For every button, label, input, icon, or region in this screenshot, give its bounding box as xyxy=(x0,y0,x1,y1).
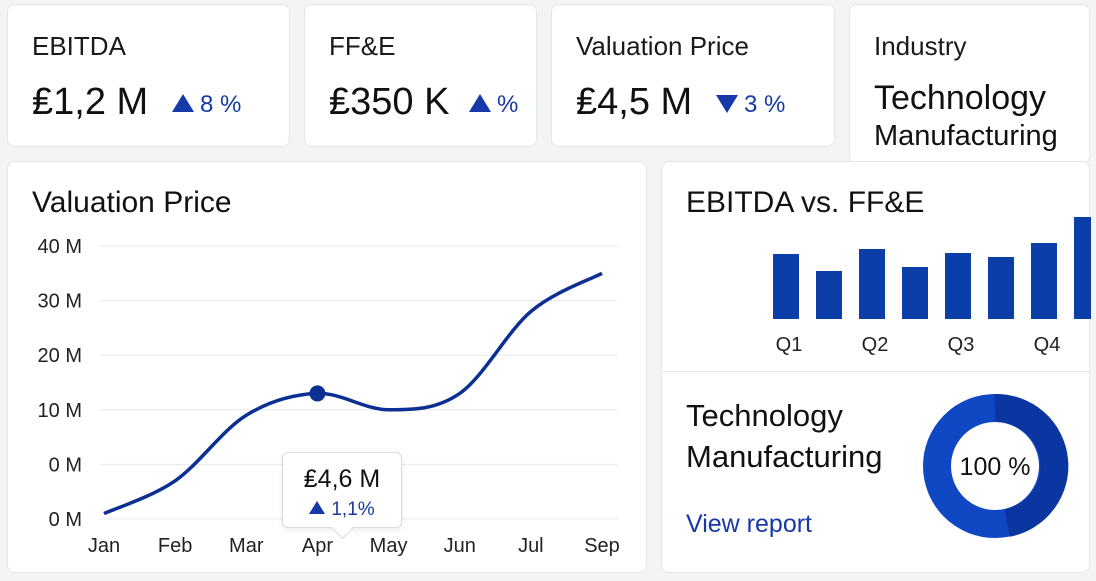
bar xyxy=(988,257,1014,319)
x-tick-label: Q3 xyxy=(948,334,975,356)
ebitda-ffe-bar-chart: Q1 Q2 Q3 Q4 xyxy=(773,217,1091,356)
x-tick-label: Q2 xyxy=(862,334,889,356)
valuation-line-chart: 0 M 0 M 10 M 20 M 30 M 40 M Jan Feb Mar Apr May Jun… xyxy=(38,236,620,557)
bar xyxy=(859,249,885,319)
donut-label: 100 % xyxy=(960,453,1031,481)
x-tick-label: Apr xyxy=(302,535,333,557)
kpi-delta: % xyxy=(469,91,518,119)
y-tick-label: 0 M xyxy=(49,454,82,476)
x-tick-label: Jun xyxy=(444,535,476,557)
arrow-up-icon xyxy=(309,501,326,515)
donut-shade xyxy=(994,393,1069,537)
kpi-card-ebitda: EBITDA ₤1,2 M 8 % xyxy=(7,4,290,147)
tooltip-delta: 1,1% xyxy=(283,499,401,521)
x-tick-label: Jan xyxy=(88,535,120,557)
tooltip-value: ₤4,6 M xyxy=(303,465,381,493)
bar xyxy=(1074,217,1091,319)
kpi-card-industry: Industry Technology Manufacturing xyxy=(849,4,1090,164)
industry-line-2: Manufacturing xyxy=(874,120,1058,152)
tooltip-delta-text: 1,1% xyxy=(331,499,375,520)
kpi-label: EBITDA xyxy=(32,31,126,61)
chart-tooltip: ₤4,6 M 1,1% xyxy=(282,452,402,528)
y-tick-label: 10 M xyxy=(38,400,82,422)
bar xyxy=(1031,243,1057,319)
divider xyxy=(662,371,1089,372)
kpi-card-valuation: Valuation Price ₤4,5 M 3 % xyxy=(551,4,835,147)
y-tick-label: 0 M xyxy=(49,509,82,531)
kpi-delta: 8 % xyxy=(172,91,241,119)
kpi-value: ₤350 K xyxy=(329,81,450,123)
kpi-value: ₤4,5 M xyxy=(576,81,693,123)
kpi-delta-text: 3 % xyxy=(744,91,786,118)
x-tick-label: Feb xyxy=(158,535,192,557)
x-tick-label: Mar xyxy=(229,535,264,557)
x-tick-label: Q1 xyxy=(776,334,803,356)
bar xyxy=(816,271,842,319)
arrow-down-icon xyxy=(716,94,738,113)
industry-line-1: Technology xyxy=(874,79,1047,117)
y-tick-label: 20 M xyxy=(38,345,82,367)
segment-line-2: Manufacturing xyxy=(686,439,883,474)
segment-line-1: Technology xyxy=(686,398,843,433)
kpi-delta-text: % xyxy=(497,91,519,118)
bar xyxy=(902,267,928,319)
right-panel-card: EBITDA vs. FF&E Q1 Q2 Q3 Q4 Technology Manu… xyxy=(661,161,1091,573)
kpi-delta-text: 8 % xyxy=(200,91,242,118)
kpi-delta: 3 % xyxy=(716,91,785,119)
bar xyxy=(945,253,971,319)
kpi-value: ₤1,2 M xyxy=(32,81,149,123)
bar xyxy=(773,254,799,319)
arrow-up-icon xyxy=(469,93,491,112)
y-tick-label: 30 M xyxy=(38,291,82,313)
series-line xyxy=(103,271,603,516)
segment-donut-chart: 100 % xyxy=(923,393,1069,538)
kpi-label: FF&E xyxy=(329,31,396,61)
arrow-up-icon xyxy=(172,93,194,112)
kpi-label: Valuation Price xyxy=(576,31,749,61)
valuation-chart-card: Valuation Price 0 M 0 M 10 M 20 M 30 M 40 M Ja… xyxy=(7,161,647,573)
chart-title: Valuation Price xyxy=(32,186,232,219)
highlight-point xyxy=(309,385,326,402)
view-report-link[interactable]: View report xyxy=(686,510,812,538)
x-tick-label: Q4 xyxy=(1034,334,1061,356)
kpi-card-ffe: FF&E ₤350 K % xyxy=(304,4,537,147)
bar-chart-title: EBITDA vs. FF&E xyxy=(686,186,925,219)
y-tick-label: 40 M xyxy=(38,236,82,258)
x-tick-label: May xyxy=(370,535,408,557)
x-tick-label: Sep xyxy=(584,535,620,557)
kpi-label: Industry xyxy=(874,31,967,61)
industry-values: Technology Manufacturing xyxy=(874,79,1058,153)
x-tick-label: Jul xyxy=(518,535,544,557)
